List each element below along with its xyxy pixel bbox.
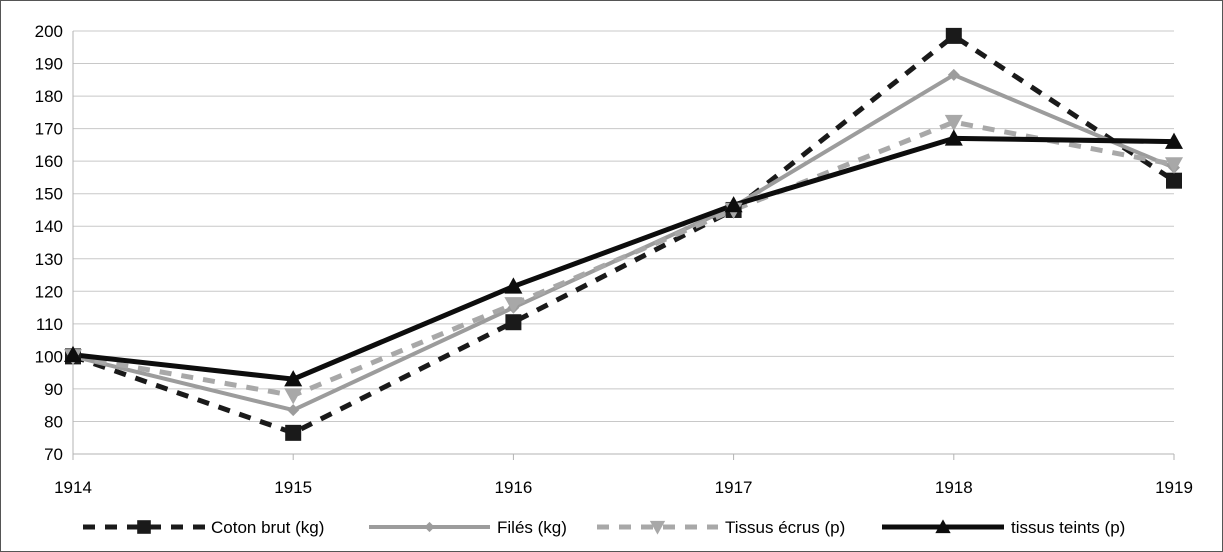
legend-item: Coton brut (kg) [83, 518, 324, 537]
y-tick-label: 160 [35, 152, 63, 171]
y-axis-tick-labels: 70 80 90 100 110 120 130 140 150 160 170 180 190 200 [35, 22, 63, 464]
y-tick-label: 130 [35, 250, 63, 269]
y-tick-label: 110 [36, 315, 63, 334]
data-point [944, 114, 963, 132]
legend-item: tissus teints (p) [882, 518, 1125, 537]
legend-item: Filés (kg) [369, 518, 567, 537]
data-point [945, 27, 962, 44]
x-tick-label: 1914 [54, 478, 92, 497]
data-point [287, 404, 300, 417]
y-tick-label: 90 [44, 380, 63, 399]
legend: Coton brut (kg) Filés (kg) Tissus écrus (p… [83, 518, 1125, 537]
data-point [1165, 132, 1183, 149]
y-tick-label: 80 [44, 412, 63, 431]
legend-label: Filés (kg) [497, 518, 567, 537]
data-point [1165, 157, 1183, 174]
legend-label: Coton brut (kg) [211, 518, 324, 537]
data-point [64, 345, 82, 362]
y-tick-label: 150 [35, 185, 63, 204]
axes [72, 31, 1175, 460]
data-point [285, 424, 302, 441]
x-tick-label: 1916 [494, 478, 532, 497]
series-line [72, 119, 1175, 398]
x-tick-label: 1915 [274, 478, 312, 497]
x-tick-label: 1919 [1155, 478, 1193, 497]
legend-swatch-marker [424, 521, 435, 533]
legend-swatch-marker [649, 520, 666, 535]
data-point [944, 129, 963, 146]
x-axis-tick-labels: 1914 1915 1916 1917 1918 1919 [54, 478, 1193, 497]
data-point [947, 68, 960, 81]
legend-item: Tissus écrus (p) [597, 518, 845, 537]
legend-label: tissus teints (p) [1011, 518, 1125, 537]
data-point [724, 196, 743, 213]
legend-swatch-marker [935, 519, 951, 534]
series-line [72, 135, 1175, 382]
x-tick-label: 1917 [715, 478, 753, 497]
y-tick-label: 120 [35, 282, 63, 301]
y-tick-label: 100 [35, 347, 63, 366]
y-tick-label: 70 [44, 445, 63, 464]
y-tick-label: 190 [35, 55, 63, 74]
data-point [505, 314, 522, 331]
legend-label: Tissus écrus (p) [725, 518, 845, 537]
series-line [72, 33, 1176, 436]
series-lines [64, 27, 1183, 441]
y-tick-label: 140 [35, 217, 63, 236]
y-tick-label: 200 [35, 22, 63, 41]
data-point [504, 297, 523, 314]
data-point [1166, 172, 1182, 189]
data-point [504, 277, 523, 294]
y-tick-label: 180 [35, 87, 63, 106]
data-point [284, 370, 303, 387]
data-point [284, 388, 303, 405]
legend-swatch-marker [137, 520, 151, 534]
y-tick-label: 170 [35, 120, 63, 139]
x-tick-label: 1918 [935, 478, 973, 497]
